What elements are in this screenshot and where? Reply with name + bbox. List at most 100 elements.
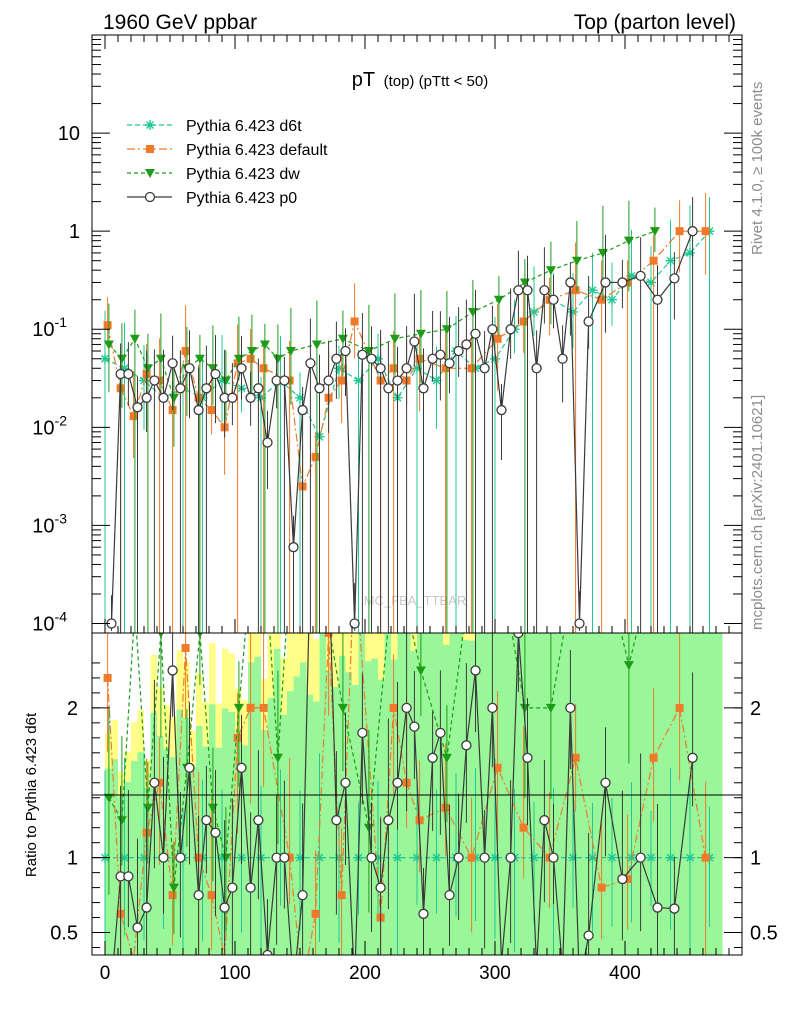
ratio-point-pythia-6-423-dw xyxy=(220,853,231,863)
band-inner-bin xyxy=(508,633,515,955)
ratio-point-pythia-6-423-p0 xyxy=(513,633,524,639)
point-pythia-6-423-p0 xyxy=(149,375,160,386)
band-inner-bin xyxy=(436,633,443,955)
point-pythia-6-423-dw xyxy=(220,376,231,386)
point-pythia-6-423-d6t xyxy=(665,255,676,266)
band-inner-bin xyxy=(599,633,606,955)
point-pythia-6-423-default xyxy=(389,364,398,373)
ratio-point-pythia-6-423-d6t xyxy=(295,852,305,863)
legend-marker-pythia-6-423-dw xyxy=(145,169,155,178)
ratio-point-pythia-6-423-d6t xyxy=(626,852,637,863)
band-inner-bin xyxy=(280,714,287,955)
point-pythia-6-423-p0 xyxy=(262,437,273,448)
point-pythia-6-423-p0 xyxy=(401,363,412,374)
ratio-point-pythia-6-423-p0 xyxy=(141,902,152,913)
band-inner-bin xyxy=(306,694,313,955)
band-inner-bin xyxy=(423,633,430,955)
ratio-point-pythia-6-423-default xyxy=(571,753,580,762)
ratio-point-pythia-6-423-default xyxy=(259,703,268,712)
ratio-point-pythia-6-423-p0 xyxy=(635,852,646,863)
point-pythia-6-423-dw xyxy=(467,307,478,317)
band-inner-bin xyxy=(644,633,651,955)
band-inner-bin xyxy=(397,633,404,955)
band-inner-bin xyxy=(105,768,112,955)
ratio-point-pythia-6-423-d6t xyxy=(568,852,578,863)
band-inner-bin xyxy=(339,655,346,955)
point-pythia-6-423-p0 xyxy=(652,294,663,305)
band-inner-bin xyxy=(657,633,664,955)
point-pythia-6-423-p0 xyxy=(600,277,611,288)
series-line-pythia-6-423-default xyxy=(107,230,706,489)
band-inner-bin xyxy=(475,633,482,955)
point-pythia-6-423-p0 xyxy=(496,404,507,416)
legend-label-pythia-6-423-p0: Pythia 6.423 p0 xyxy=(186,190,297,207)
ratio-point-pythia-6-423-d6t xyxy=(607,852,617,863)
point-pythia-6-423-p0 xyxy=(201,383,212,394)
ratio-point-pythia-6-423-p0 xyxy=(539,815,550,826)
ratio-point-pythia-6-423-p0 xyxy=(201,815,212,826)
ratio-point-pythia-6-423-dw xyxy=(158,633,164,638)
point-pythia-6-423-d6t xyxy=(353,375,364,386)
band-inner-bin xyxy=(670,633,677,955)
point-pythia-6-423-p0 xyxy=(288,542,299,553)
point-pythia-6-423-p0 xyxy=(357,349,368,360)
band-inner-bin xyxy=(131,760,138,955)
point-pythia-6-423-p0 xyxy=(331,353,342,364)
ratio-point-pythia-6-423-default xyxy=(181,643,190,652)
band-inner-bin xyxy=(274,648,281,955)
ratio-point-pythia-6-423-dw xyxy=(142,803,153,813)
ratio-point-pythia-6-423-p0 xyxy=(158,852,169,863)
point-pythia-6-423-d6t xyxy=(685,247,695,258)
point-pythia-6-423-p0 xyxy=(505,324,516,335)
point-pythia-6-423-d6t xyxy=(295,392,305,403)
band-inner-bin xyxy=(553,633,560,955)
ratio-point-pythia-6-423-d6t xyxy=(314,852,325,863)
ratio-point-pythia-6-423-dw xyxy=(623,661,634,671)
ratio-point-pythia-6-423-p0 xyxy=(401,702,412,714)
ratio-point-pythia-6-423-p0 xyxy=(669,903,680,914)
ratio-point-pythia-6-423-default xyxy=(493,763,502,772)
ratio-y-tick-label-right: 1 xyxy=(750,848,761,870)
band-inner-bin xyxy=(319,633,326,955)
point-pythia-6-423-p0 xyxy=(123,368,134,380)
point-pythia-6-423-default xyxy=(233,359,242,368)
band-inner-bin xyxy=(566,633,573,955)
point-pythia-6-423-default xyxy=(493,334,502,343)
point-pythia-6-423-d6t xyxy=(334,363,344,374)
band-inner-bin xyxy=(391,659,398,955)
point-pythia-6-423-d6t xyxy=(626,270,637,281)
point-pythia-6-423-p0 xyxy=(279,375,290,386)
band-inner-bin xyxy=(690,633,697,955)
point-pythia-6-423-default xyxy=(649,256,658,265)
ratio-y-tick-label-left: 0.5 xyxy=(50,923,78,945)
point-pythia-6-423-p0 xyxy=(167,358,178,369)
side-label-bottom: mcplots.cern.ch [arXiv:2401.10621] xyxy=(749,395,766,630)
point-pythia-6-423-default xyxy=(597,295,606,304)
ratio-point-pythia-6-423-d6t xyxy=(412,852,422,863)
ratio-point-pythia-6-423-p0 xyxy=(505,852,516,863)
band-inner-bin xyxy=(534,633,541,955)
ratio-point-pythia-6-423-p0 xyxy=(132,922,143,933)
band-inner-bin xyxy=(300,662,307,955)
point-pythia-6-423-d6t xyxy=(490,353,500,364)
point-pythia-6-423-p0 xyxy=(435,349,446,360)
ratio-point-pythia-6-423-p0 xyxy=(409,721,420,732)
ratio-point-pythia-6-423-p0 xyxy=(193,889,204,901)
point-pythia-6-423-p0 xyxy=(392,375,403,386)
point-pythia-6-423-p0 xyxy=(669,273,680,284)
y-tick-label: 1 xyxy=(69,221,80,243)
point-pythia-6-423-p0 xyxy=(193,404,204,416)
ratio-point-pythia-6-423-p0 xyxy=(444,889,455,901)
band-inner-bin xyxy=(631,633,638,955)
point-pythia-6-423-p0 xyxy=(617,277,628,288)
band-inner-bin xyxy=(170,757,177,955)
band-inner-bin xyxy=(157,735,164,955)
plot-title-main: pT xyxy=(352,69,375,91)
ratio-point-pythia-6-423-p0 xyxy=(375,882,386,893)
point-pythia-6-423-p0 xyxy=(314,383,325,394)
ratio-uncertainty-bands xyxy=(105,633,723,955)
ratio-y-tick-label-left: 2 xyxy=(67,698,78,720)
ratio-point-pythia-6-423-p0 xyxy=(479,852,490,863)
ratio-point-pythia-6-423-d6t xyxy=(587,852,598,863)
band-inner-bin xyxy=(573,633,580,955)
